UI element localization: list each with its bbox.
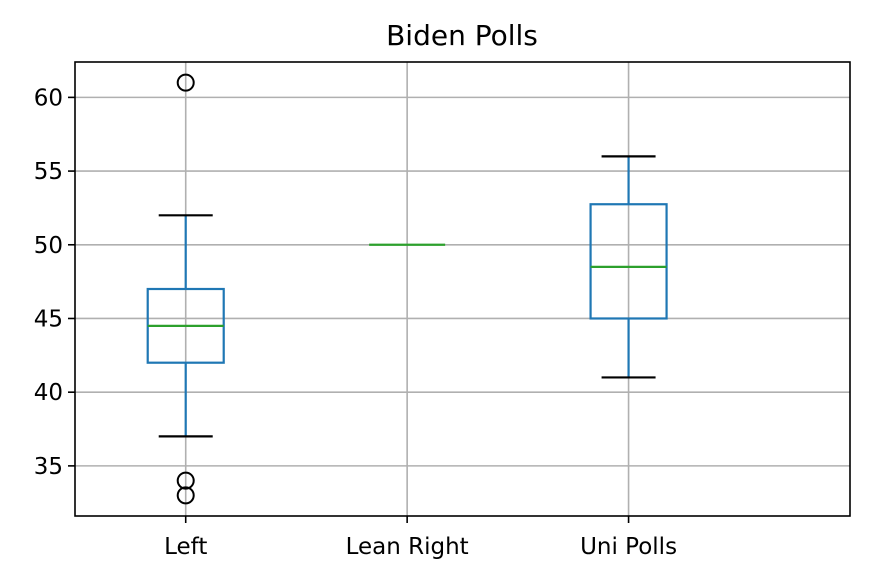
y-tick-label: 50 [34, 233, 63, 259]
box-group [589, 155, 668, 379]
chart-title: Biden Polls [386, 19, 538, 52]
y-tick-label: 55 [34, 159, 63, 185]
plot-frame [74, 61, 851, 517]
outlier-point [176, 486, 195, 505]
y-tick-label: 40 [34, 380, 63, 406]
x-tick-label: Left [164, 534, 207, 560]
box-group [146, 73, 225, 505]
y-tick-label: 45 [34, 306, 63, 332]
x-tick-label: Lean Right [346, 534, 469, 560]
y-tick-label: 35 [34, 454, 63, 480]
iqr-box [589, 203, 668, 320]
outlier-point [176, 471, 195, 490]
box-plot-layer [146, 73, 668, 505]
y-tick-label: 60 [34, 85, 63, 111]
axis-ticks: 35 40 45 50 55 60 Left Lean Right Uni Polls [34, 85, 677, 560]
x-tick-label: Uni Polls [580, 534, 677, 560]
grid-lines [75, 62, 850, 516]
outlier-point [176, 73, 195, 92]
